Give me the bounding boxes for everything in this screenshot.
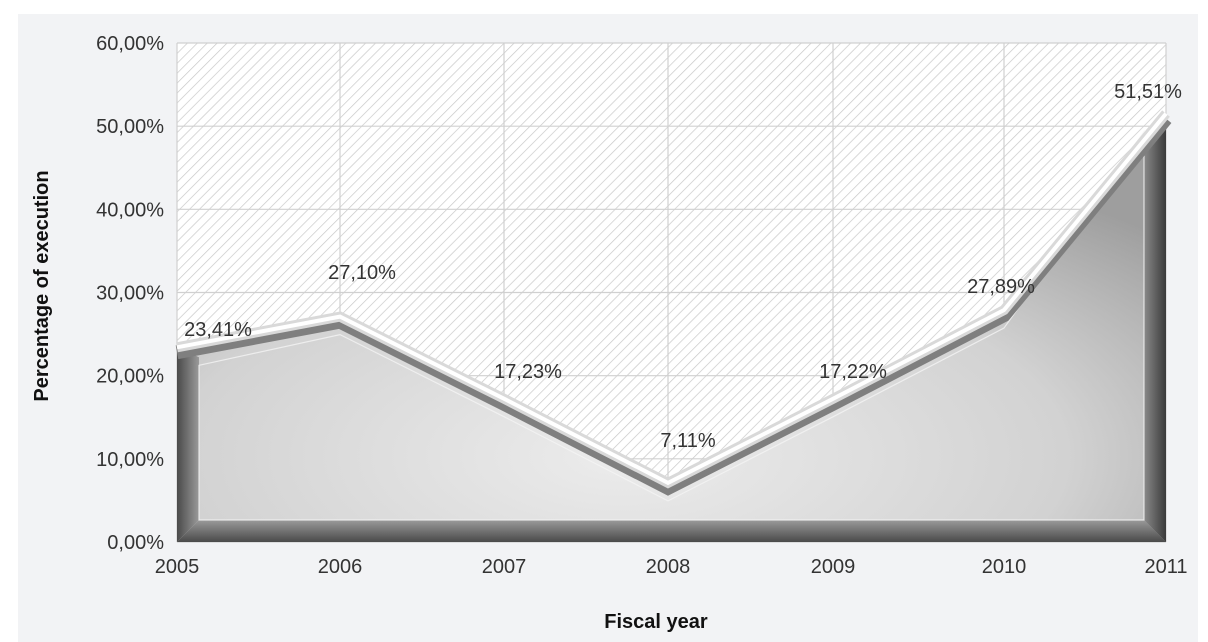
y-tick-label: 10,00% [96,449,164,471]
y-tick-label: 20,00% [96,366,164,388]
data-label: 27,10% [328,262,396,284]
area-fill [177,113,1166,543]
data-label: 27,89% [967,276,1035,298]
area-series [175,110,1172,543]
area-bevel-bottom [177,520,1166,542]
y-tick-label: 30,00% [96,283,164,305]
y-axis-tick-labels: 0,00% 10,00% 20,00% 30,00% 40,00% 50,00% 60,00… [96,33,164,554]
y-tick-label: 50,00% [96,116,164,138]
chart-frame: 23,41% 27,10% 17,23% 7,11% 17,22% 27,89% 51,51… [18,14,1198,642]
x-tick-label: 2010 [982,556,1027,578]
data-label: 23,41% [184,319,252,341]
x-tick-label: 2005 [155,556,200,578]
y-tick-label: 0,00% [107,532,164,554]
x-axis-title: Fiscal year [604,611,708,633]
area-chart: 23,41% 27,10% 17,23% 7,11% 17,22% 27,89% 51,51… [31,33,1188,633]
y-tick-label: 40,00% [96,199,164,221]
x-tick-label: 2009 [811,556,856,578]
y-tick-label: 60,00% [96,33,164,55]
x-tick-label: 2011 [1144,556,1187,578]
x-tick-label: 2008 [646,556,691,578]
data-label: 17,23% [494,361,562,383]
area-bevel-left [177,347,199,542]
x-tick-label: 2007 [482,556,527,578]
area-inner-outline [198,129,1145,521]
data-label: 7,11% [660,430,715,452]
area-bevel-right [1144,113,1166,543]
data-label: 17,22% [819,361,887,383]
y-axis-title: Percentage of execution [31,170,53,401]
data-labels: 23,41% 27,10% 17,23% 7,11% 17,22% 27,89% 51,51… [184,81,1182,452]
x-tick-label: 2006 [318,556,363,578]
x-axis-tick-labels: 2005 2006 2007 2008 2009 2010 2011 [155,556,1188,578]
area-ridge-highlight [176,112,1168,486]
data-label: 51,51% [1114,81,1182,103]
